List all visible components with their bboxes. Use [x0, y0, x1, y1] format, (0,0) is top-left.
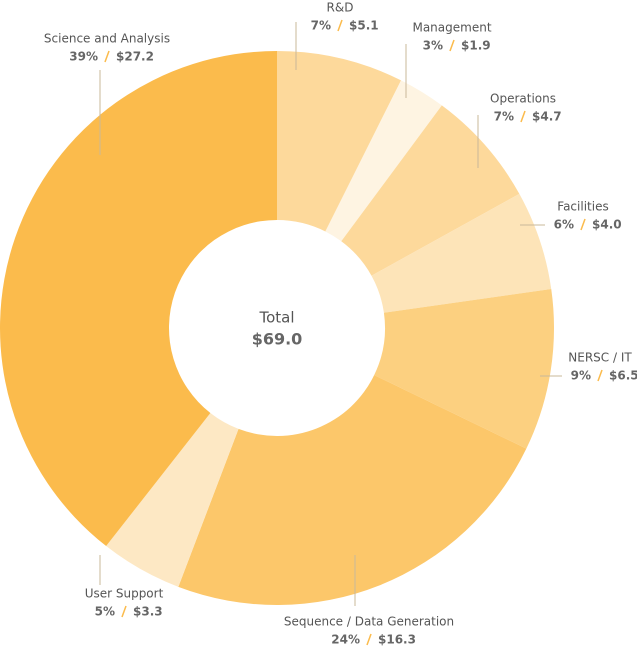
percent-label: 9%: [571, 369, 591, 383]
separator: [597, 369, 603, 382]
separator: [337, 19, 343, 32]
value-label: $16.3: [378, 633, 416, 647]
slice-label: Science and Analysis: [44, 32, 170, 46]
slice: [277, 51, 402, 232]
slice: [178, 375, 527, 605]
slice: [374, 289, 554, 449]
slice-label: Sequence / Data Generation: [284, 615, 454, 629]
slice: [106, 413, 239, 587]
percent-label: 7%: [311, 19, 331, 33]
slice: [341, 105, 520, 276]
slice-label: NERSC / IT: [568, 351, 632, 365]
separator: [580, 218, 586, 231]
separator: [104, 50, 110, 63]
center-title: Total: [258, 309, 294, 327]
percent-label: 24%: [331, 633, 360, 647]
slice-label: Facilities: [557, 200, 608, 214]
center-value: $69.0: [252, 330, 303, 349]
slice-label: User Support: [85, 587, 164, 601]
value-label: $4.7: [532, 110, 562, 124]
value-label: $6.5: [609, 369, 637, 383]
percent-label: 3%: [423, 39, 443, 53]
value-label: $1.9: [461, 39, 491, 53]
separator: [520, 110, 526, 123]
separator: [366, 633, 372, 646]
slice: [325, 80, 442, 242]
slice: [371, 193, 552, 313]
separator: [449, 39, 455, 52]
value-label: $5.1: [349, 19, 379, 33]
value-label: $3.3: [133, 605, 163, 619]
percent-label: 6%: [554, 218, 574, 232]
slice-label: Operations: [490, 92, 556, 106]
value-label: $27.2: [116, 50, 154, 64]
percent-label: 39%: [69, 50, 98, 64]
percent-label: 7%: [494, 110, 514, 124]
percent-label: 5%: [95, 605, 115, 619]
slice-label: Management: [412, 21, 491, 35]
value-label: $4.0: [592, 218, 622, 232]
separator: [121, 605, 127, 618]
slice: [0, 50, 278, 547]
slice-label: R&D: [327, 1, 354, 15]
